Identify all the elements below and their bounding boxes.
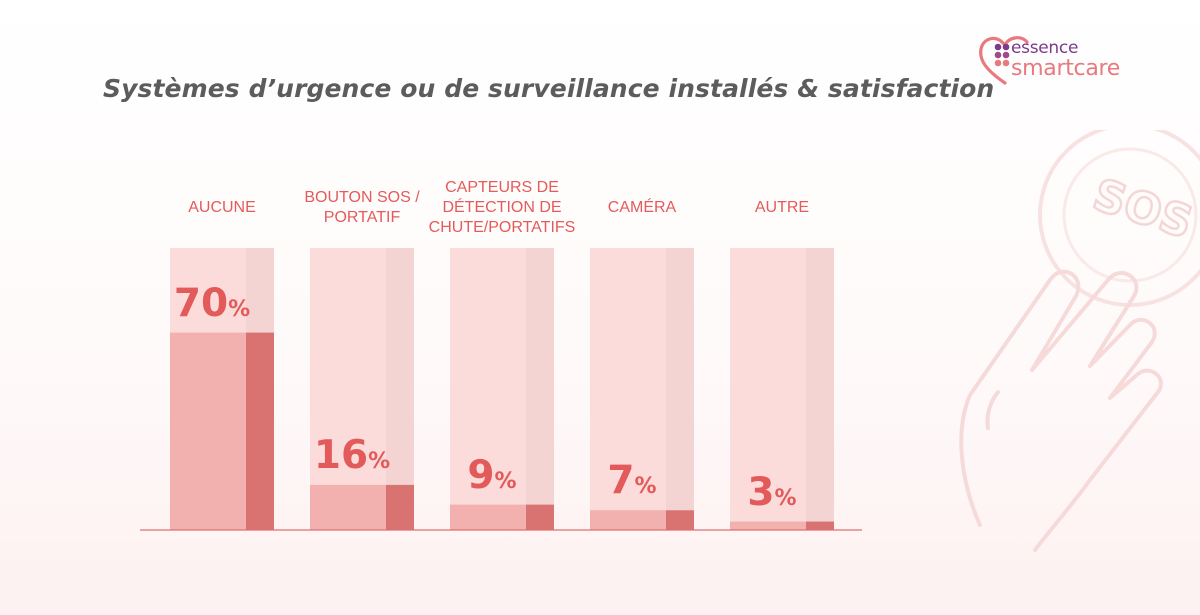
bar-side-1 xyxy=(246,332,274,530)
bar-track-5 xyxy=(730,248,806,530)
bar-track-side-2 xyxy=(386,248,414,530)
bar-track-4 xyxy=(590,248,666,530)
value-unit: % xyxy=(228,296,251,322)
value-unit: % xyxy=(774,485,797,511)
category-label-4: CAMÉRA xyxy=(557,198,727,218)
value-number: 7 xyxy=(607,458,635,504)
value-unit: % xyxy=(494,468,517,494)
value-number: 9 xyxy=(467,452,495,498)
bar-5 xyxy=(730,521,806,530)
logo-text-smartcare: smartcare xyxy=(1011,56,1121,81)
value-label-4: 7% xyxy=(567,458,697,503)
category-label-line: BOUTON SOS / xyxy=(304,189,420,206)
bar-track-side-4 xyxy=(666,248,694,530)
category-label-3: CAPTEURS DE DÉTECTION DE CHUTE/PORTATIFS xyxy=(417,178,587,238)
category-label-line: CHUTE/PORTATIFS xyxy=(428,219,576,236)
category-label-line: AUTRE xyxy=(754,199,810,216)
category-label-line: CAPTEURS DE xyxy=(445,179,559,196)
heart-dots-logo-icon xyxy=(979,36,1029,85)
category-label-line: PORTATIF xyxy=(323,209,401,226)
essence-smartcare-logo: essence smartcare xyxy=(976,30,1146,90)
value-label-3: 9% xyxy=(427,453,557,498)
value-label-2: 16% xyxy=(287,433,417,478)
value-number: 3 xyxy=(747,469,775,515)
bar-track-2 xyxy=(310,248,386,530)
category-label-5: AUTRE xyxy=(697,198,867,218)
category-label-2: BOUTON SOS / PORTATIF xyxy=(277,188,447,228)
value-number: 16 xyxy=(313,432,369,478)
bar-3 xyxy=(450,504,526,530)
category-label-line: AUCUNE xyxy=(188,199,256,216)
chart-title: Systèmes d’urgence ou de surveillance in… xyxy=(103,74,995,103)
bar-4 xyxy=(590,510,666,530)
logo-text-essence: essence xyxy=(1011,38,1079,58)
category-label-line: CAMÉRA xyxy=(607,199,677,216)
sos-hand-decoration-icon: SOS xyxy=(959,130,1200,552)
bar-track-3 xyxy=(450,248,526,530)
bar-side-5 xyxy=(806,521,834,530)
bar-track-side-5 xyxy=(806,248,834,530)
value-label-5: 3% xyxy=(707,470,837,515)
bar-1 xyxy=(170,332,246,530)
bar-side-2 xyxy=(386,484,414,530)
bar-2 xyxy=(310,484,386,530)
value-label-1: 70% xyxy=(147,281,277,326)
bar-side-4 xyxy=(666,510,694,530)
category-label-1: AUCUNE xyxy=(137,198,307,218)
value-number: 70 xyxy=(173,280,229,326)
category-label-line: DÉTECTION DE xyxy=(442,199,562,216)
value-unit: % xyxy=(634,474,657,500)
bar-side-3 xyxy=(526,504,554,530)
bar-track-side-3 xyxy=(526,248,554,530)
value-unit: % xyxy=(368,448,391,474)
